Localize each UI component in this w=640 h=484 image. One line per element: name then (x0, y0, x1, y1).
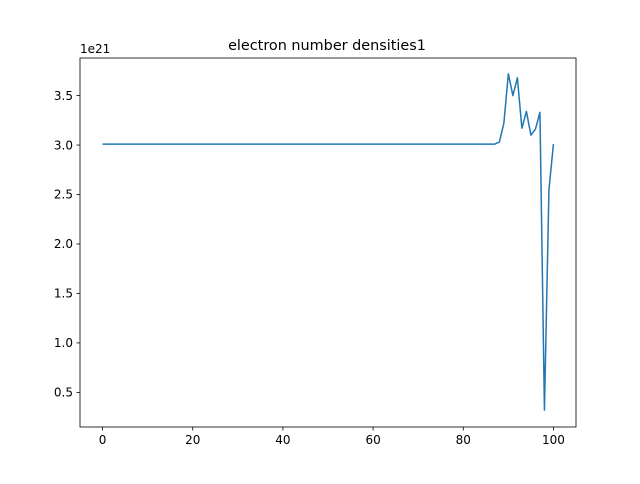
x-tick-label: 40 (275, 433, 290, 447)
x-axis: 0 20 40 60 80 100 (99, 427, 565, 447)
y-tick-label: 1.0 (54, 336, 73, 350)
plot-area (102, 73, 555, 411)
y-tick-label: 3.0 (54, 138, 73, 152)
axes-frame (79, 57, 577, 428)
y-tick-label: 2.0 (54, 237, 73, 251)
y-tick-label: 3.5 (54, 89, 73, 103)
y-axis: 0.5 1.0 1.5 2.0 2.5 3.0 3.5 (54, 89, 80, 400)
x-tick-label: 80 (456, 433, 471, 447)
x-tick-label: 0 (99, 433, 107, 447)
chart-title: electron number densities1 (228, 38, 426, 54)
x-tick-label: 60 (365, 433, 380, 447)
series-line-0 (102, 73, 555, 411)
y-tick-label: 1.5 (54, 287, 73, 301)
x-tick-label: 100 (542, 433, 565, 447)
x-tick-label: 20 (185, 433, 200, 447)
y-tick-label: 0.5 (54, 386, 73, 400)
y-offset-label: 1e21 (80, 42, 110, 56)
y-tick-label: 2.5 (54, 188, 73, 202)
